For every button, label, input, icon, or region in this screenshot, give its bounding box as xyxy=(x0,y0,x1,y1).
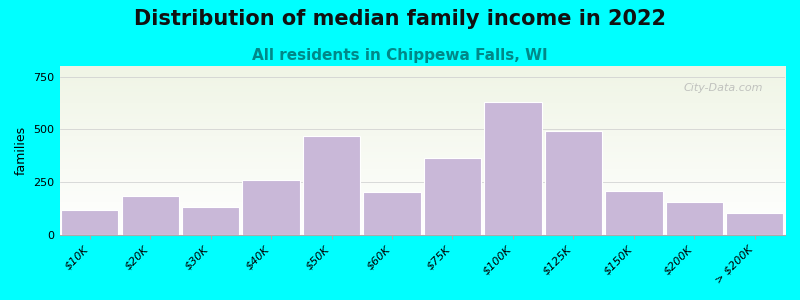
Bar xyxy=(484,102,542,235)
Bar xyxy=(726,214,783,235)
Bar xyxy=(666,202,723,235)
Bar xyxy=(363,192,421,235)
Text: Distribution of median family income in 2022: Distribution of median family income in … xyxy=(134,9,666,29)
Bar xyxy=(545,131,602,235)
Bar xyxy=(303,136,360,235)
Bar xyxy=(424,158,482,235)
Bar xyxy=(605,191,662,235)
Bar xyxy=(182,207,239,235)
Bar xyxy=(122,196,179,235)
Text: City-Data.com: City-Data.com xyxy=(684,83,763,93)
Bar xyxy=(242,180,300,235)
Bar xyxy=(61,210,118,235)
Text: All residents in Chippewa Falls, WI: All residents in Chippewa Falls, WI xyxy=(252,48,548,63)
Y-axis label: families: families xyxy=(15,126,28,175)
